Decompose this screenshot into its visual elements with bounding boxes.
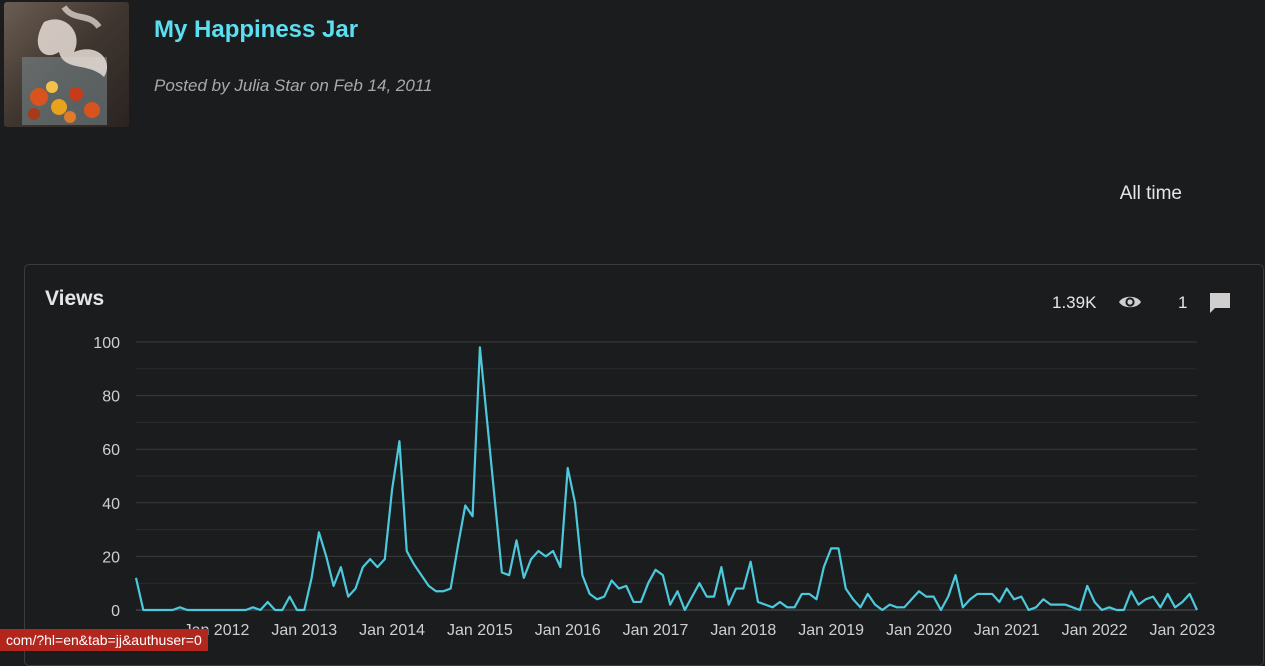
x-tick-label: Jan 2023 [1149,622,1215,639]
browser-status-bar: com/?hl=en&tab=jj&authuser=0 [0,629,208,651]
post-byline: Posted by Julia Star on Feb 14, 2011 [154,76,433,95]
x-tick-label: Jan 2013 [271,622,337,639]
x-tick-label: Jan 2019 [798,622,864,639]
y-tick-label: 80 [102,389,120,406]
x-tick-label: Jan 2020 [886,622,952,639]
card-title: Views [45,287,105,310]
y-tick-label: 0 [111,603,120,620]
x-tick-label: Jan 2015 [447,622,513,639]
x-tick-label: Jan 2014 [359,622,425,639]
y-tick-label: 60 [102,442,120,459]
eye-icon [1119,296,1141,308]
comments-count: 1 [1178,293,1188,312]
x-tick-label: Jan 2021 [974,622,1040,639]
time-range-selector[interactable]: All time [1119,183,1182,204]
comment-icon [1210,293,1230,313]
post-thumbnail-photo [4,2,129,127]
x-tick-label: Jan 2017 [623,622,689,639]
y-tick-label: 20 [102,549,120,566]
y-tick-label: 100 [93,335,120,352]
views-count: 1.39K [1052,293,1097,312]
x-tick-label: Jan 2018 [710,622,776,639]
post-title[interactable]: My Happiness Jar [154,16,359,43]
views-series-line [134,346,1199,612]
post-thumbnail[interactable] [4,2,129,127]
views-card: Views 1.39K 1 0 20 40 60 80 100 Jan 2012 Jan 20… [24,264,1264,666]
x-tick-label: Jan 2022 [1062,622,1128,639]
y-tick-label: 40 [102,496,120,513]
x-tick-label: Jan 2016 [535,622,601,639]
